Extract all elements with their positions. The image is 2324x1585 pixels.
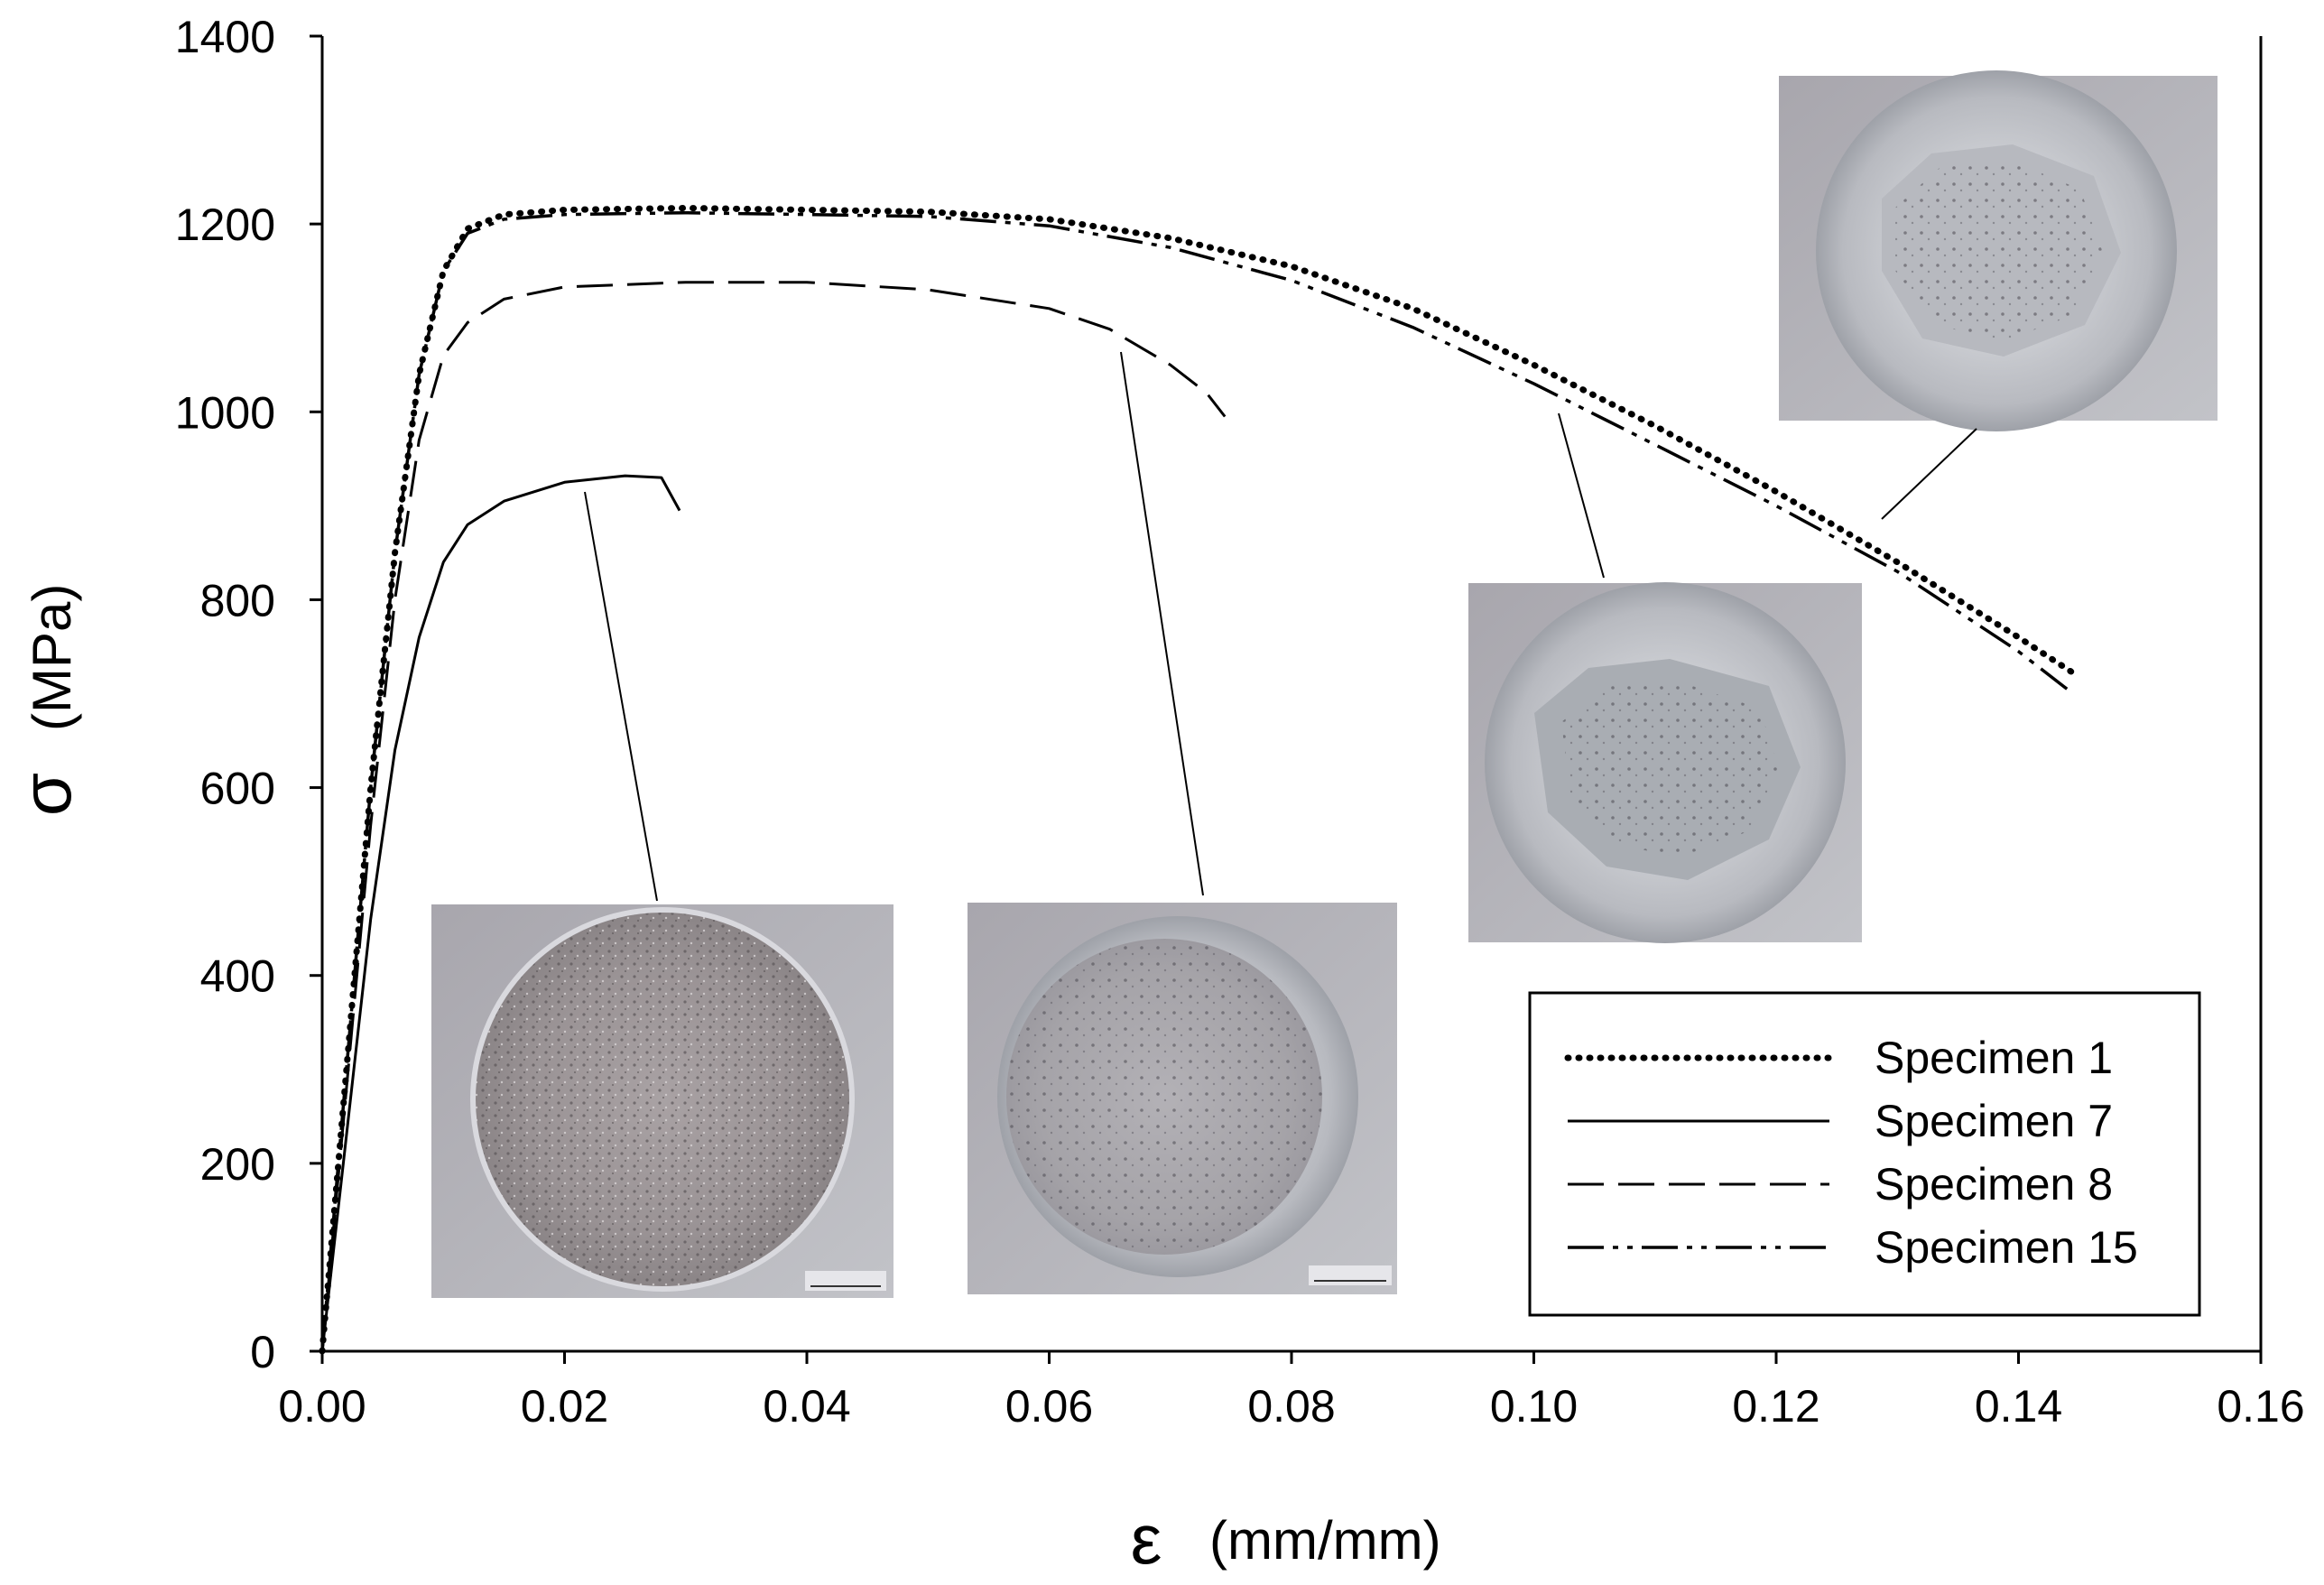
y-tick-label: 0 — [250, 1327, 275, 1377]
series-line-specimen-15 — [320, 210, 2069, 1352]
legend-label-specimen-15: Specimen 15 — [1875, 1222, 2138, 1273]
y-tick-label: 1400 — [175, 12, 275, 62]
legend-label-specimen-1: Specimen 1 — [1875, 1033, 2113, 1083]
x-tick-label: 0.04 — [763, 1381, 850, 1432]
y-tick-label: 800 — [200, 575, 275, 626]
x-tick-label: 0.16 — [2217, 1381, 2304, 1432]
inset-specimen-1 — [1779, 70, 2218, 431]
legend-items: Specimen 1 Specimen 7 Specimen 8 Specimen 1… — [1564, 1033, 2138, 1273]
y-tick-label: 200 — [200, 1139, 275, 1190]
legend-label-specimen-8: Specimen 8 — [1875, 1159, 2113, 1210]
series-layer — [319, 205, 2083, 1355]
legend-label-specimen-7: Specimen 7 — [1875, 1096, 2113, 1146]
y-axis-unit: (MPa) — [22, 584, 82, 731]
x-tick-label: 0.06 — [1005, 1381, 1093, 1432]
series-line-specimen-8 — [320, 281, 1227, 1352]
x-tick-label: 0.12 — [1732, 1381, 1819, 1432]
x-tick-label: 0.02 — [521, 1381, 608, 1432]
y-tick-label: 1200 — [175, 199, 275, 250]
inset-specimen-8 — [968, 903, 1397, 1294]
x-axis-symbol: ε — [1131, 1499, 1162, 1579]
inset-specimen-7 — [431, 904, 893, 1298]
y-tick-label: 400 — [200, 951, 275, 1002]
x-tick-label: 0.08 — [1247, 1381, 1335, 1432]
y-axis-symbol: σ — [6, 773, 86, 816]
leader-specimen-8 — [1120, 351, 1204, 896]
x-tick-label: 0.14 — [1975, 1381, 2062, 1432]
y-tick-label: 1000 — [175, 387, 275, 438]
x-tick-label: 0.10 — [1490, 1381, 1578, 1432]
y-tick-label: 600 — [200, 764, 275, 814]
x-tick-label: 0.00 — [278, 1381, 366, 1432]
y-ticks: 0 200 400 600 800 1000 1200 1400 — [175, 12, 322, 1377]
leader-specimen-7 — [584, 491, 658, 902]
inset-specimen-15 — [1468, 582, 1862, 943]
x-axis-title: ε (mm/mm) — [1131, 1499, 1441, 1579]
leader-lines — [584, 351, 1977, 902]
y-axis-title: σ (MPa) — [6, 584, 86, 816]
legend-box — [1528, 991, 2201, 1317]
axes: 0.00 0.02 0.04 0.06 0.08 0.10 0.12 0.14 0.16 0 20… — [175, 12, 2305, 1432]
x-axis-unit: (mm/mm) — [1209, 1510, 1441, 1571]
x-ticks: 0.00 0.02 0.04 0.06 0.08 0.10 0.12 0.14 0.16 — [278, 1351, 2305, 1432]
leader-specimen-1 — [1881, 428, 1977, 520]
series-line-specimen-7 — [320, 474, 681, 1352]
legend: Specimen 1 Specimen 7 Specimen 8 Specimen 1… — [1528, 991, 2201, 1317]
leader-specimen-15 — [1558, 412, 1605, 579]
